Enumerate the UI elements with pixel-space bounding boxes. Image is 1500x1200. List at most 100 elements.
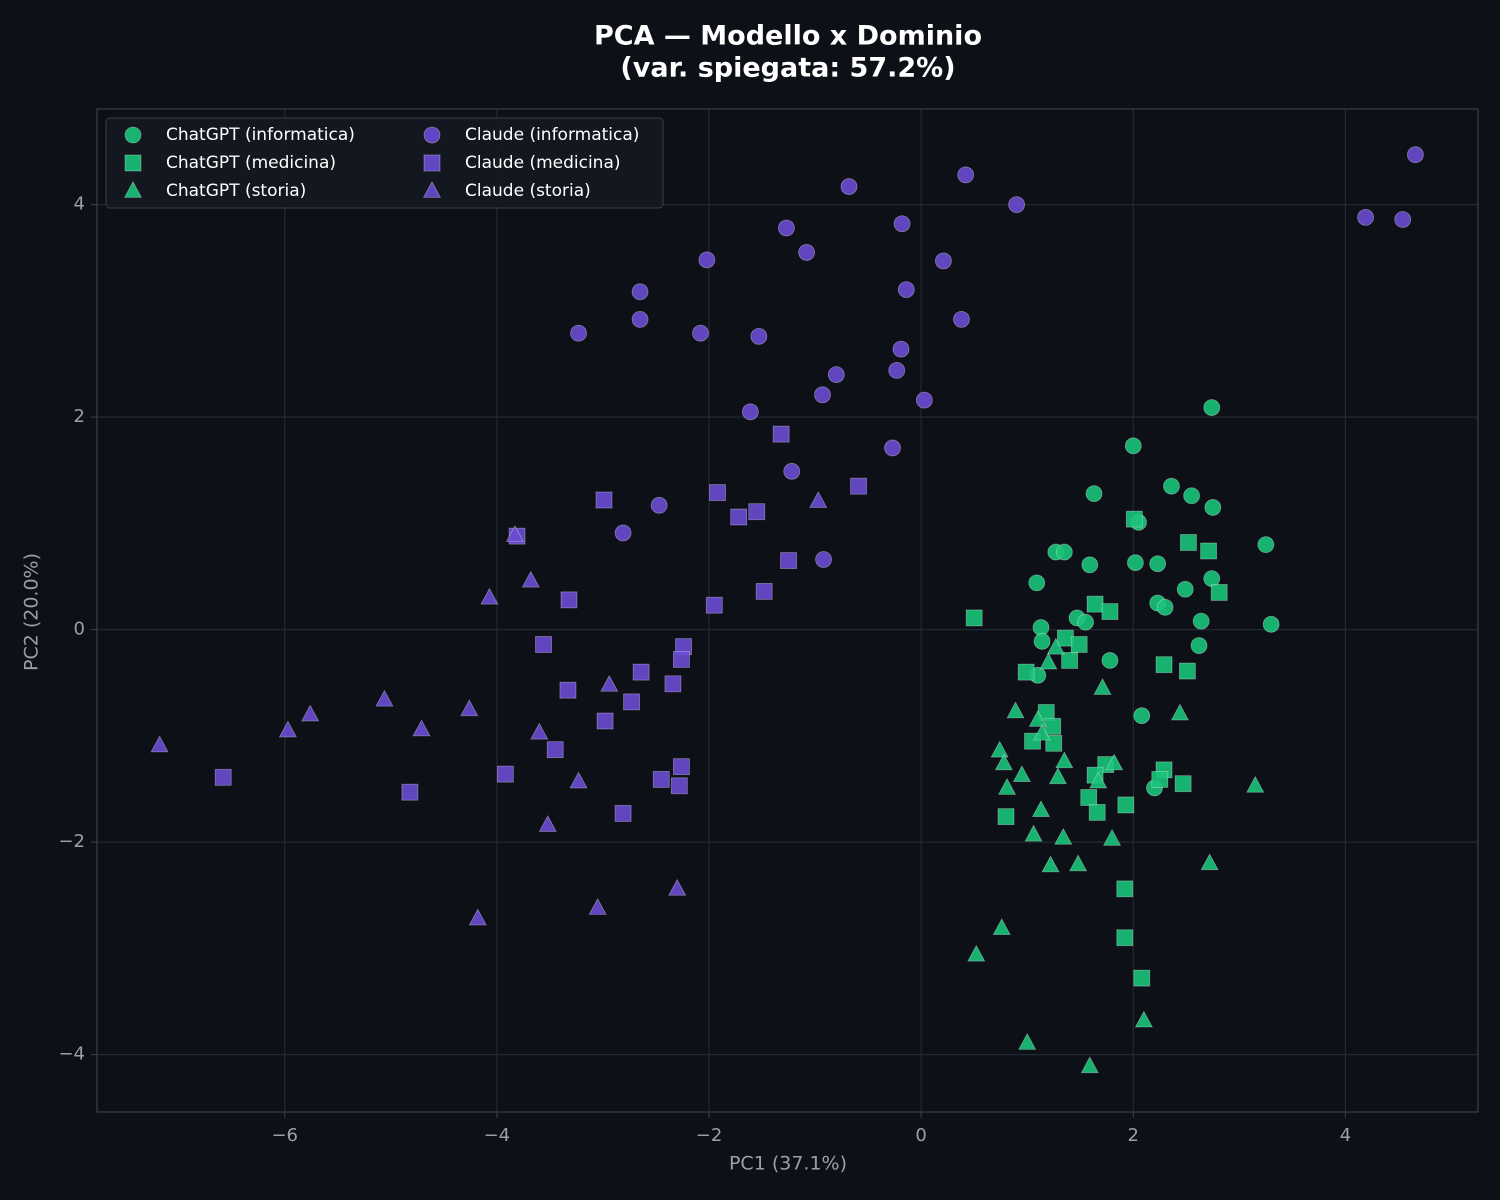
point: [1117, 796, 1135, 814]
y-tick-label: 4: [74, 194, 85, 215]
point: [698, 251, 716, 269]
point: [631, 283, 649, 301]
y-tick-label: −4: [58, 1044, 85, 1065]
point: [755, 582, 773, 600]
point: [1156, 598, 1174, 616]
point: [664, 675, 682, 693]
point: [521, 570, 540, 588]
grid: −6 −4 −2 0 2 4 −4 −2 0 2 4: [58, 109, 1478, 1146]
point: [1041, 855, 1060, 873]
point: [1085, 485, 1103, 503]
point: [1077, 613, 1094, 631]
point: [650, 496, 668, 514]
point: [965, 609, 983, 627]
point: [1105, 753, 1124, 771]
point: [1133, 707, 1151, 725]
point: [809, 491, 828, 508]
point: [997, 808, 1015, 826]
point: [1170, 703, 1190, 721]
point: [1039, 652, 1058, 670]
point: [1093, 678, 1112, 695]
point: [1178, 662, 1196, 680]
point: [632, 663, 650, 681]
point: [1069, 854, 1088, 872]
legend-marker: [124, 154, 142, 172]
point: [631, 310, 649, 328]
point: [884, 439, 901, 457]
legend-label: ChatGPT (informatica): [166, 125, 355, 145]
point: [772, 425, 790, 443]
point: [375, 689, 394, 707]
legend-label: ChatGPT (storia): [166, 181, 306, 201]
x-tick-label: −2: [696, 1125, 723, 1146]
point: [798, 244, 815, 261]
y-tick-label: 2: [74, 406, 85, 427]
point: [957, 166, 975, 184]
plot-frame: [96, 108, 1479, 1113]
x-tick-label: 0: [915, 1125, 926, 1146]
point: [668, 878, 687, 896]
point: [1046, 637, 1065, 655]
y-tick-label: 0: [74, 619, 85, 640]
point: [1028, 574, 1046, 592]
point: [569, 771, 588, 789]
point: [1190, 637, 1208, 654]
point: [538, 815, 557, 832]
point: [783, 462, 801, 480]
point: [1061, 652, 1079, 669]
point: [692, 324, 709, 342]
point: [1054, 827, 1073, 845]
point: [1055, 751, 1074, 769]
point: [1262, 615, 1280, 633]
point: [673, 650, 690, 668]
legend-label: Claude (medicina): [465, 153, 621, 173]
point: [750, 327, 768, 345]
point: [990, 740, 1009, 758]
point: [1203, 399, 1221, 416]
point: [401, 783, 419, 801]
point: [1149, 555, 1167, 573]
point: [992, 918, 1011, 935]
point: [278, 720, 297, 738]
point: [850, 477, 867, 495]
legend-marker: [124, 126, 142, 144]
point: [1116, 929, 1134, 947]
point: [953, 310, 970, 328]
point: [1086, 595, 1104, 613]
legend: ChatGPT (informatica) ChatGPT (medicina) C…: [105, 117, 664, 209]
point: [600, 674, 619, 692]
point: [1174, 775, 1192, 793]
point: [1200, 542, 1217, 560]
point: [1407, 146, 1424, 164]
legend-marker: [423, 154, 441, 172]
point: [1155, 656, 1173, 674]
legend-marker: [422, 180, 442, 198]
point: [588, 897, 607, 915]
point: [1176, 580, 1194, 598]
y-tick-label: −2: [58, 831, 85, 852]
legend-marker: [423, 126, 441, 144]
point: [1204, 499, 1222, 516]
point: [480, 587, 499, 605]
point: [778, 219, 795, 237]
point: [705, 596, 723, 614]
point: [623, 693, 640, 711]
point: [1101, 652, 1119, 669]
point: [1151, 771, 1169, 788]
point: [614, 805, 632, 822]
point: [1394, 211, 1412, 228]
point: [468, 908, 487, 926]
point: [1033, 632, 1051, 650]
point: [1018, 1032, 1037, 1050]
point: [1044, 717, 1062, 735]
chart-title: PCA — Modello x Dominio: [594, 21, 982, 52]
point: [780, 552, 797, 569]
point: [827, 366, 845, 384]
point: [1028, 709, 1047, 727]
point: [840, 178, 858, 195]
point: [1089, 771, 1108, 789]
point: [967, 944, 986, 962]
legend-label: Claude (storia): [465, 181, 591, 201]
point: [1124, 437, 1142, 455]
point: [1101, 603, 1119, 620]
